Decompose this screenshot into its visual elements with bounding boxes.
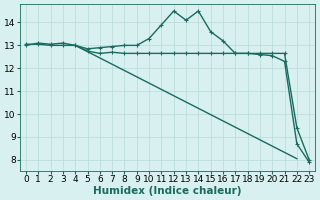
X-axis label: Humidex (Indice chaleur): Humidex (Indice chaleur) [93,186,242,196]
